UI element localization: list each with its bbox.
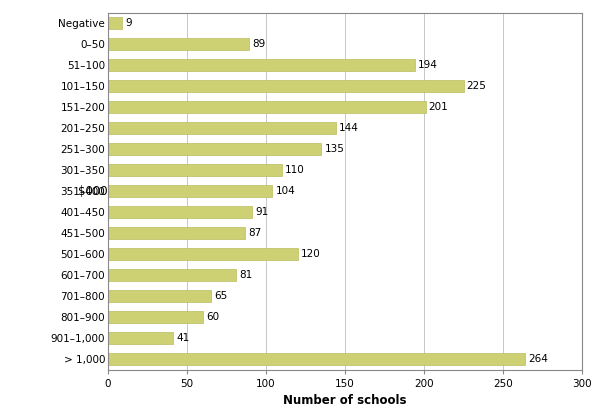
Bar — [108, 17, 122, 29]
Bar — [108, 80, 464, 92]
Text: 104: 104 — [275, 186, 295, 196]
Text: 89: 89 — [252, 39, 265, 49]
Text: 264: 264 — [528, 354, 548, 364]
Bar — [108, 185, 272, 197]
Text: 201: 201 — [429, 102, 448, 112]
Text: 120: 120 — [301, 249, 320, 259]
Text: $000: $000 — [78, 185, 108, 197]
Text: 60: 60 — [206, 312, 219, 322]
Text: 225: 225 — [467, 81, 487, 91]
Text: 135: 135 — [325, 144, 344, 154]
Text: 144: 144 — [338, 123, 359, 133]
Bar — [108, 206, 252, 218]
Bar — [108, 122, 335, 134]
Bar — [108, 101, 425, 113]
Text: 65: 65 — [214, 291, 227, 301]
Bar — [108, 143, 322, 155]
Bar — [108, 164, 282, 176]
Text: 110: 110 — [285, 165, 305, 175]
Bar — [108, 227, 245, 239]
Bar — [108, 59, 415, 71]
Text: 81: 81 — [239, 270, 253, 280]
Text: 91: 91 — [255, 207, 268, 217]
Bar — [108, 290, 211, 302]
Bar — [108, 269, 236, 281]
Bar — [108, 248, 298, 260]
Text: 9: 9 — [125, 18, 132, 28]
X-axis label: Number of schools: Number of schools — [283, 394, 407, 407]
Text: 87: 87 — [248, 228, 262, 238]
Text: 194: 194 — [418, 60, 437, 70]
Bar — [108, 332, 173, 344]
Bar — [108, 311, 203, 323]
Bar — [108, 353, 525, 365]
Bar — [108, 38, 248, 50]
Text: 41: 41 — [176, 333, 189, 343]
